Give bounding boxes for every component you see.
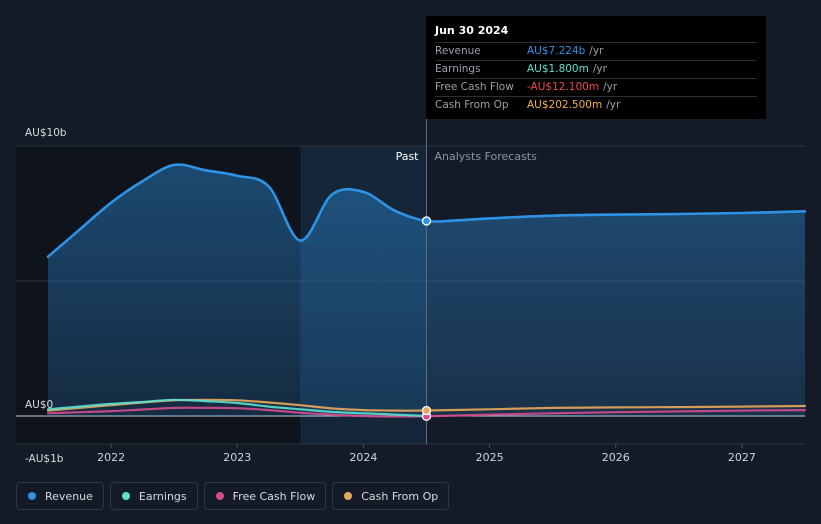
legend-label: Cash From Op (361, 489, 439, 503)
tooltip-value: AU$1.800m (527, 63, 589, 75)
tooltip-name: Free Cash Flow (435, 81, 514, 93)
tooltip-name: Earnings (435, 63, 481, 75)
series-line-free-cash-flow (46, 406, 807, 418)
legend-dot-icon (344, 492, 353, 500)
tooltip-unit: /yr (589, 45, 604, 57)
legend: Revenue Earnings Free Cash Flow Cash Fro… (16, 482, 450, 510)
x-tick-label: 2024 (349, 451, 377, 464)
x-tick-label: 2025 (476, 451, 504, 464)
y-tick-label: AU$0 (25, 399, 53, 411)
series-lines (46, 163, 807, 418)
tooltip-row-cash-from-op: Cash From Op AU$202.500m /yr (435, 96, 757, 114)
x-tick-label: 2027 (728, 451, 756, 464)
tooltip-name: Revenue (435, 45, 481, 57)
tooltip-row-free-cash-flow: Free Cash Flow -AU$12.100m /yr (435, 78, 757, 96)
marker-cash-from-op (421, 405, 432, 416)
x-tick-label: 2026 (602, 451, 630, 464)
legend-item-free-cash-flow[interactable]: Free Cash Flow (203, 482, 327, 510)
tooltip-unit: /yr (606, 99, 621, 111)
x-tick-label: 2023 (223, 451, 251, 464)
legend-item-revenue[interactable]: Revenue (16, 482, 104, 510)
series-line-earnings (46, 398, 428, 418)
tooltip-row-earnings: Earnings AU$1.800m /yr (435, 60, 757, 78)
y-axis: AU$10b AU$0 -AU$1b (25, 127, 67, 465)
tooltip-name: Cash From Op (435, 99, 509, 111)
legend-item-cash-from-op[interactable]: Cash From Op (332, 482, 450, 510)
y-tick-label: -AU$1b (25, 453, 64, 465)
tooltip: Jun 30 2024 Revenue AU$7.224b /yr Earnin… (426, 16, 766, 119)
legend-item-earnings[interactable]: Earnings (109, 482, 198, 510)
x-tick-label: 2022 (97, 451, 125, 464)
y-tick-label: AU$10b (25, 127, 67, 139)
legend-label: Revenue (45, 489, 93, 503)
legend-dot-icon (28, 492, 36, 500)
legend-label: Free Cash Flow (232, 489, 316, 503)
legend-dot-icon (215, 492, 224, 500)
tooltip-unit: /yr (592, 63, 607, 75)
marker-revenue (421, 216, 432, 226)
tooltip-value: AU$202.500m (527, 99, 603, 111)
tooltip-value: -AU$12.100m (527, 81, 600, 93)
tooltip-unit: /yr (603, 81, 618, 93)
legend-dot-icon (121, 492, 130, 500)
tooltip-row-revenue: Revenue AU$7.224b /yr (435, 42, 757, 60)
past-label: Past (396, 150, 420, 163)
forecast-label: Analysts Forecasts (435, 150, 538, 163)
tooltip-value: AU$7.224b (527, 45, 586, 57)
series-line-revenue (46, 163, 807, 258)
tooltip-date: Jun 30 2024 (435, 24, 509, 37)
legend-label: Earnings (138, 489, 187, 503)
hover-markers (421, 216, 432, 421)
x-axis: 2022 2023 2024 2025 2026 2027 (97, 444, 756, 464)
